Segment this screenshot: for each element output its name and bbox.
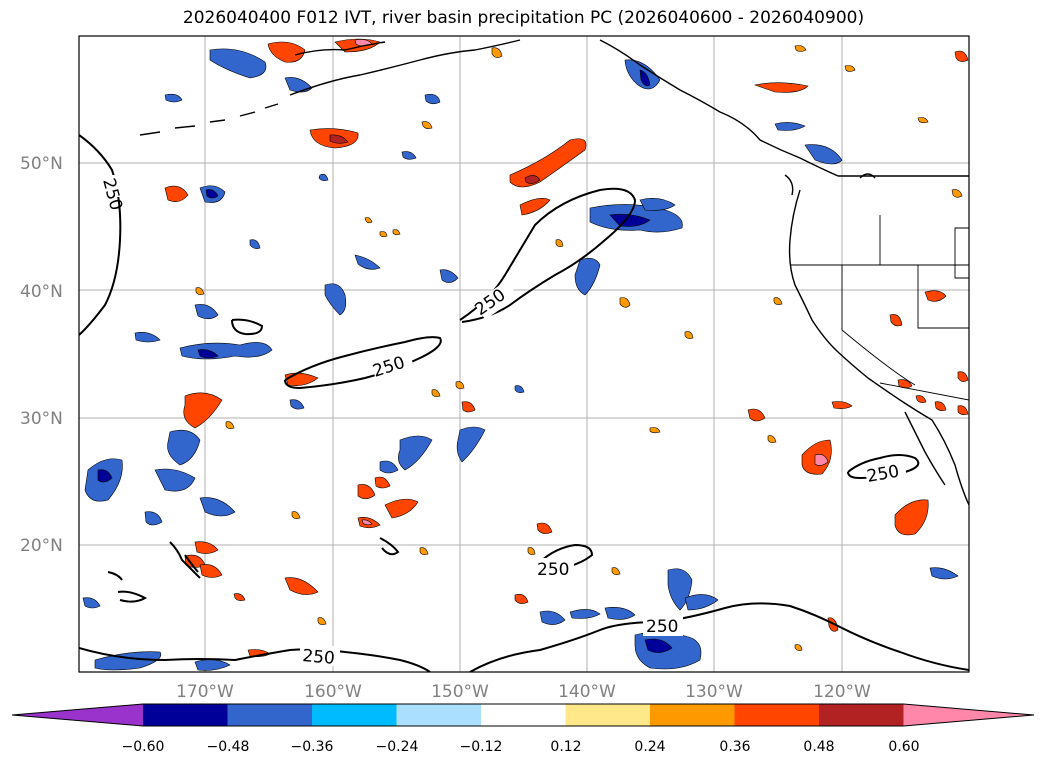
colorbar — [11, 703, 1035, 727]
lon-labels: 170°W 160°W 150°W 140°W 130°W 120°W — [176, 682, 871, 702]
colorbar-label: 0.60 — [888, 739, 919, 755]
colorbar-label: 0.36 — [719, 739, 750, 755]
coastlines — [139, 39, 969, 506]
contour-label-250: 250 — [302, 646, 336, 669]
lon-label-120w: 120°W — [813, 682, 871, 702]
colorbar-swatch — [650, 704, 735, 726]
lat-label-40n: 40°N — [20, 282, 63, 302]
colorbar-label: 0.24 — [634, 739, 665, 755]
colorbar-labels: −0.60 −0.48 −0.36 −0.24 −0.12 0.12 0.24 … — [122, 739, 920, 755]
colorbar-swatch — [734, 704, 820, 726]
colorbar-outline — [11, 703, 1035, 727]
lon-label-130w: 130°W — [685, 682, 743, 702]
colorbar-extend-max — [903, 704, 1034, 726]
lat-label-30n: 30°N — [20, 409, 63, 429]
colorbar-swatch — [565, 704, 651, 726]
colorbar-label: 0.12 — [550, 739, 581, 755]
colorbar-label: −0.12 — [460, 739, 503, 755]
graticule — [79, 36, 969, 672]
lon-label-170w: 170°W — [176, 682, 234, 702]
colorbar-label: −0.24 — [376, 739, 419, 755]
colorbar-label: −0.60 — [122, 739, 165, 755]
lon-label-140w: 140°W — [558, 682, 616, 702]
lat-label-20n: 20°N — [20, 536, 63, 556]
contour-label-250: 250 — [537, 560, 569, 580]
colorbar-label: −0.48 — [207, 739, 250, 755]
map-frame — [78, 35, 970, 673]
colorbar-label: 0.48 — [803, 739, 834, 755]
map-title: 2026040400 F012 IVT, river basin precipi… — [182, 8, 865, 28]
contour-label-250: 250 — [646, 617, 678, 637]
colorbar-label: −0.36 — [291, 739, 334, 755]
colorbar-swatch — [143, 704, 228, 726]
lon-label-160w: 160°W — [304, 682, 362, 702]
colorbar-extend-min — [12, 704, 143, 726]
colorbar-swatch — [312, 704, 397, 726]
lon-label-150w: 150°W — [431, 682, 489, 702]
precip-positive-areas — [164, 38, 969, 657]
colorbar-swatch — [396, 704, 482, 726]
colorbar-swatch — [481, 704, 566, 726]
lat-labels: 50°N 40°N 30°N 20°N — [20, 154, 63, 556]
ivt-contours — [79, 134, 969, 672]
colorbar-swatch — [819, 704, 904, 726]
state-borders — [790, 215, 969, 401]
contour-labels: 250 250 250 250 250 250 250 — [95, 175, 908, 669]
lat-label-50n: 50°N — [20, 154, 63, 174]
colorbar-swatch — [227, 704, 313, 726]
precip-negative-areas — [82, 48, 959, 671]
